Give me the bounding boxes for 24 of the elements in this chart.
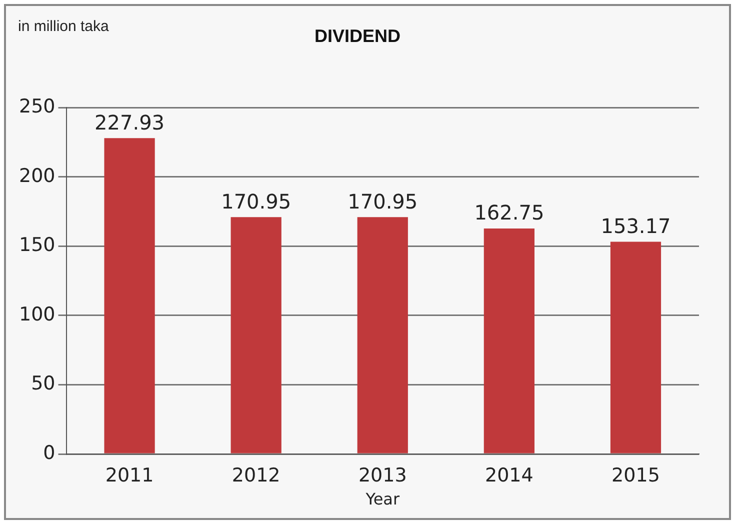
bar xyxy=(230,217,282,454)
bar xyxy=(357,217,408,454)
bar xyxy=(104,138,155,454)
x-tick-label: 2012 xyxy=(232,464,280,486)
x-tick-label: 2014 xyxy=(485,464,534,486)
y-axis-title: in million taka xyxy=(18,18,109,35)
x-tick-label: 2011 xyxy=(105,464,154,486)
y-tick-label: 200 xyxy=(19,164,56,187)
chart-title: DIVIDEND xyxy=(314,26,401,46)
data-label: 170.95 xyxy=(221,189,292,214)
data-label: 153.17 xyxy=(600,214,671,238)
bar xyxy=(484,228,534,454)
data-label: 162.75 xyxy=(474,200,544,225)
y-tick-label: 150 xyxy=(19,234,56,256)
bar xyxy=(610,242,662,454)
y-tick-label: 250 xyxy=(19,96,56,118)
y-tick-label: 100 xyxy=(19,303,56,326)
x-tick-label: 2015 xyxy=(612,464,660,486)
data-label: 227.93 xyxy=(94,110,165,134)
x-axis-title: Year xyxy=(364,490,400,509)
y-tick-label: 50 xyxy=(31,372,56,395)
x-tick-label: 2013 xyxy=(358,464,407,486)
data-label: 170.95 xyxy=(348,189,418,214)
y-tick-label: 0 xyxy=(43,442,56,464)
